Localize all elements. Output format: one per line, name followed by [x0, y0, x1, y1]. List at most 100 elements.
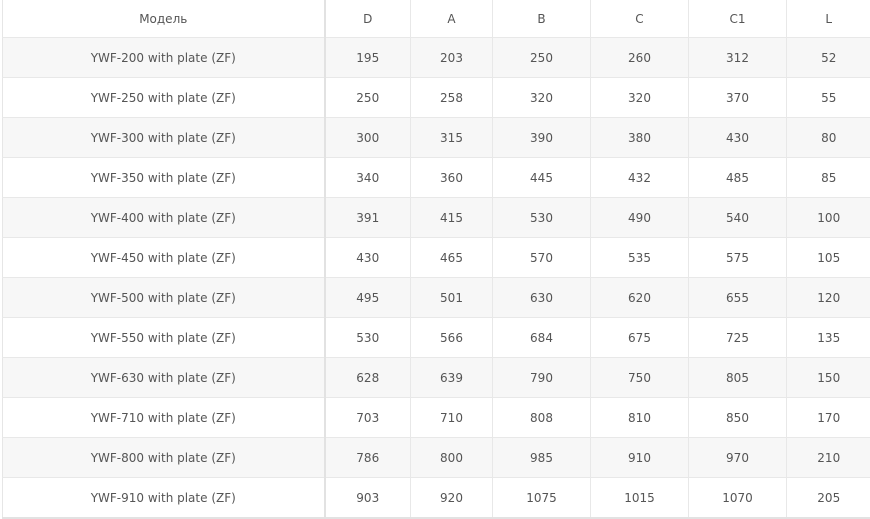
- value-cell: 195: [324, 37, 411, 78]
- table-row: YWF-350 with plate (ZF) 340 360 445 432 485 85: [2, 157, 870, 198]
- value-cell: 120: [786, 277, 870, 318]
- value-cell: 786: [324, 437, 411, 478]
- value-cell: 1070: [688, 477, 787, 519]
- value-cell: 575: [688, 237, 787, 278]
- value-cell: 530: [492, 197, 591, 238]
- value-cell: 790: [492, 357, 591, 398]
- column-header: D: [324, 0, 411, 38]
- model-cell: YWF-450 with plate (ZF): [2, 237, 326, 278]
- table-row: YWF-710 with plate (ZF) 703 710 808 810 850 17…: [2, 397, 870, 438]
- value-cell: 725: [688, 317, 787, 358]
- model-cell: YWF-550 with plate (ZF): [2, 317, 326, 358]
- model-cell: YWF-250 with plate (ZF): [2, 77, 326, 118]
- value-cell: 370: [688, 77, 787, 118]
- header-row: Модель D A B C C1 L: [2, 0, 870, 38]
- value-cell: 655: [688, 277, 787, 318]
- value-cell: 970: [688, 437, 787, 478]
- table-row: YWF-450 with plate (ZF) 430 465 570 535 575 10…: [2, 237, 870, 278]
- value-cell: 850: [688, 397, 787, 438]
- value-cell: 570: [492, 237, 591, 278]
- model-cell: YWF-350 with plate (ZF): [2, 157, 326, 198]
- value-cell: 445: [492, 157, 591, 198]
- value-cell: 800: [410, 437, 493, 478]
- value-cell: 540: [688, 197, 787, 238]
- column-header: A: [410, 0, 493, 38]
- value-cell: 300: [324, 117, 411, 158]
- value-cell: 620: [590, 277, 689, 318]
- column-header: L: [786, 0, 870, 38]
- model-cell: YWF-800 with plate (ZF): [2, 437, 326, 478]
- value-cell: 430: [688, 117, 787, 158]
- model-cell: YWF-710 with plate (ZF): [2, 397, 326, 438]
- value-cell: 55: [786, 77, 870, 118]
- value-cell: 210: [786, 437, 870, 478]
- value-cell: 495: [324, 277, 411, 318]
- value-cell: 105: [786, 237, 870, 278]
- value-cell: 315: [410, 117, 493, 158]
- column-header: Модель: [2, 0, 326, 38]
- value-cell: 566: [410, 317, 493, 358]
- value-cell: 675: [590, 317, 689, 358]
- value-cell: 1015: [590, 477, 689, 519]
- value-cell: 903: [324, 477, 411, 519]
- value-cell: 432: [590, 157, 689, 198]
- value-cell: 810: [590, 397, 689, 438]
- value-cell: 485: [688, 157, 787, 198]
- value-cell: 684: [492, 317, 591, 358]
- value-cell: 360: [410, 157, 493, 198]
- table-row: YWF-630 with plate (ZF) 628 639 790 750 805 15…: [2, 357, 870, 398]
- table-row: YWF-400 with plate (ZF) 391 415 530 490 540 10…: [2, 197, 870, 238]
- value-cell: 465: [410, 237, 493, 278]
- value-cell: 391: [324, 197, 411, 238]
- value-cell: 320: [590, 77, 689, 118]
- value-cell: 320: [492, 77, 591, 118]
- value-cell: 170: [786, 397, 870, 438]
- value-cell: 985: [492, 437, 591, 478]
- table-row: YWF-500 with plate (ZF) 495 501 630 620 655 12…: [2, 277, 870, 318]
- value-cell: 135: [786, 317, 870, 358]
- value-cell: 1075: [492, 477, 591, 519]
- value-cell: 250: [492, 37, 591, 78]
- value-cell: 530: [324, 317, 411, 358]
- value-cell: 258: [410, 77, 493, 118]
- model-cell: YWF-500 with plate (ZF): [2, 277, 326, 318]
- value-cell: 910: [590, 437, 689, 478]
- column-header: B: [492, 0, 591, 38]
- value-cell: 430: [324, 237, 411, 278]
- value-cell: 703: [324, 397, 411, 438]
- model-cell: YWF-200 with plate (ZF): [2, 37, 326, 78]
- column-header: C: [590, 0, 689, 38]
- value-cell: 490: [590, 197, 689, 238]
- value-cell: 535: [590, 237, 689, 278]
- value-cell: 380: [590, 117, 689, 158]
- value-cell: 805: [688, 357, 787, 398]
- table-row: YWF-250 with plate (ZF) 250 258 320 320 370 55: [2, 77, 870, 118]
- value-cell: 250: [324, 77, 411, 118]
- table-row: YWF-910 with plate (ZF) 903 920 1075 1015 107…: [2, 477, 870, 519]
- model-cell: YWF-300 with plate (ZF): [2, 117, 326, 158]
- value-cell: 205: [786, 477, 870, 519]
- table-row: YWF-800 with plate (ZF) 786 800 985 910 970 21…: [2, 437, 870, 478]
- value-cell: 312: [688, 37, 787, 78]
- value-cell: 390: [492, 117, 591, 158]
- model-cell: YWF-400 with plate (ZF): [2, 197, 326, 238]
- value-cell: 628: [324, 357, 411, 398]
- value-cell: 750: [590, 357, 689, 398]
- value-cell: 150: [786, 357, 870, 398]
- value-cell: 203: [410, 37, 493, 78]
- model-cell: YWF-910 with plate (ZF): [2, 477, 326, 519]
- value-cell: 80: [786, 117, 870, 158]
- column-header: C1: [688, 0, 787, 38]
- value-cell: 710: [410, 397, 493, 438]
- model-cell: YWF-630 with plate (ZF): [2, 357, 326, 398]
- table-row: YWF-300 with plate (ZF) 300 315 390 380 430 80: [2, 117, 870, 158]
- value-cell: 501: [410, 277, 493, 318]
- value-cell: 260: [590, 37, 689, 78]
- value-cell: 630: [492, 277, 591, 318]
- value-cell: 808: [492, 397, 591, 438]
- table-row: YWF-550 with plate (ZF) 530 566 684 675 725 13…: [2, 317, 870, 358]
- value-cell: 639: [410, 357, 493, 398]
- table-row: YWF-200 with plate (ZF) 195 203 250 260 312 52: [2, 37, 870, 78]
- value-cell: 85: [786, 157, 870, 198]
